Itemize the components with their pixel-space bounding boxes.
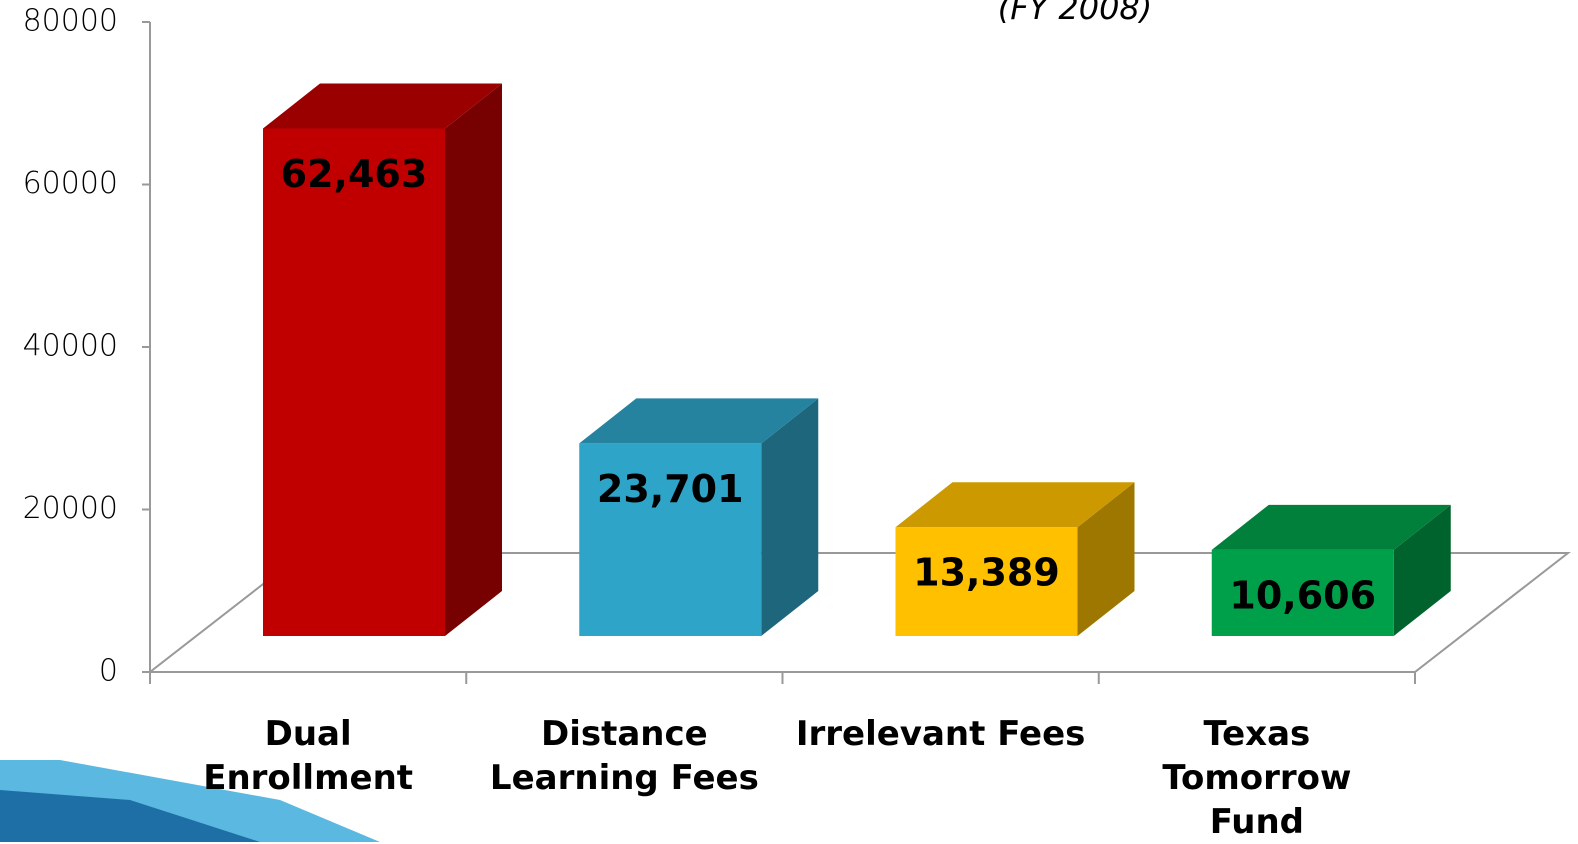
bar-top: [579, 398, 819, 444]
bar-side: [1077, 482, 1135, 636]
bar: [895, 527, 1078, 636]
floor: [147, 552, 1571, 673]
subtitle: (FY 2008): [998, 0, 1153, 27]
x-tick-label: Distance Learning Fees: [489, 714, 759, 798]
bar-top: [263, 83, 502, 129]
bar-side: [1393, 504, 1451, 636]
bar-side: [761, 398, 819, 636]
bar: [1211, 549, 1394, 636]
y-tick-label: 20000: [23, 491, 118, 526]
value-label: 23,701: [597, 467, 744, 511]
bar: [579, 443, 762, 636]
x-tick-label: Dual Enrollment: [203, 714, 414, 798]
y-tick-label: 0: [99, 654, 118, 689]
decoration: [0, 790, 260, 842]
x-tick-label: Texas Tomorrow Fund: [1162, 714, 1352, 842]
value-label: 10,606: [1229, 573, 1376, 617]
y-tick-label: 40000: [23, 329, 118, 364]
value-label: 13,389: [913, 551, 1060, 595]
bar-side: [445, 83, 502, 636]
bar-top: [1211, 504, 1451, 550]
y-tick-label: 60000: [23, 166, 118, 201]
value-label: 62,463: [281, 152, 428, 196]
bar-top: [895, 482, 1135, 528]
x-tick-label: Irrelevant Fees: [795, 714, 1086, 754]
y-tick-label: 80000: [23, 4, 118, 39]
bar: [263, 128, 445, 636]
